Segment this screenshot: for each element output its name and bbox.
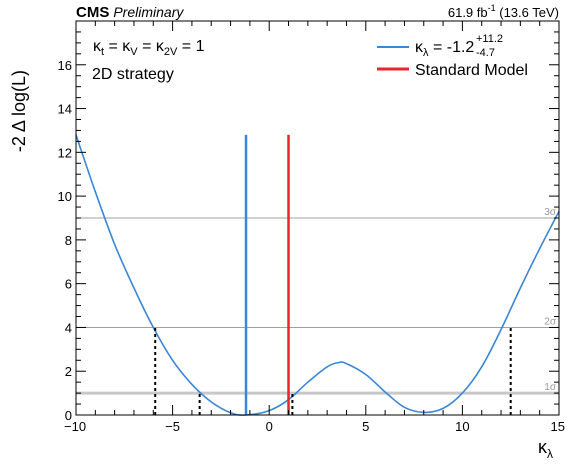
x-tick-label-10: 10: [455, 419, 469, 434]
coupling-annotation: κt = κV = κ2V = 1: [93, 38, 205, 58]
legend: κλ = -1.2 +11.2 -4.7 Standard Model: [377, 33, 528, 79]
y-tick-label-8: 8: [65, 233, 72, 248]
lumi-value: 61.9 fb: [448, 5, 488, 20]
y-tick-label-6: 6: [65, 277, 72, 292]
coupling-eq-3: = 1: [177, 38, 204, 55]
x-axis-title: κλ: [538, 437, 553, 461]
plot-area: 1σ 2σ 3σ −10 −5 0 5 10 15 0 2 4 6 8 10 12 14 16: [58, 20, 565, 434]
strategy-annotation: 2D strategy: [92, 66, 174, 83]
legend-fit-kappa: κ: [415, 39, 424, 56]
y-tick-label-0: 0: [65, 408, 72, 423]
y-tick-label-14: 14: [58, 102, 72, 117]
y-tick-label-2: 2: [65, 364, 72, 379]
coupling-eq-2: =: [138, 38, 156, 55]
x-tick-label-15: 15: [551, 419, 565, 434]
y-tick-label-4: 4: [65, 320, 72, 335]
y-axis-title: -2 Δ log(L): [9, 70, 29, 152]
sigma-label-1: 1σ: [544, 382, 557, 393]
legend-fit-value: = -1.2: [429, 39, 475, 56]
x-tick-label-0: 0: [266, 419, 273, 434]
sigma-label-4: 2σ: [544, 316, 557, 327]
likelihood-curve: [75, 134, 560, 416]
y-tick-label-10: 10: [58, 189, 72, 204]
sigma-label-9: 3σ: [544, 207, 557, 218]
legend-fit-down-error: -4.7: [476, 47, 495, 59]
coupling-sub-2v: 2V: [164, 46, 178, 58]
coupling-kappa-2v: κ: [156, 38, 165, 55]
coupling-sub-v: V: [130, 46, 138, 58]
x-tick-label--10: −10: [64, 419, 86, 434]
plot-frame: [75, 20, 560, 416]
legend-sm-label: Standard Model: [415, 62, 528, 79]
x-axis-kappa: κ: [538, 437, 548, 457]
lumi-energy: (13.6 TeV): [496, 5, 559, 20]
lumi-exponent: -1: [488, 3, 496, 13]
x-tick-label-5: 5: [362, 419, 369, 434]
y-tick-label-12: 12: [58, 145, 72, 160]
coupling-eq-1: =: [104, 38, 122, 55]
experiment-label: CMS Preliminary: [76, 4, 184, 21]
coupling-kappa-t: κ: [93, 38, 102, 55]
status-label: Preliminary: [113, 4, 184, 20]
y-tick-label-16: 16: [58, 58, 72, 73]
legend-fit-sub: λ: [423, 47, 429, 59]
x-axis-sub: λ: [547, 447, 553, 461]
legend-fit-up-error: +11.2: [476, 33, 503, 45]
coupling-kappa-v: κ: [122, 38, 131, 55]
experiment-name: CMS: [76, 4, 109, 21]
lumi-label: 61.9 fb-1 (13.6 TeV): [448, 3, 559, 20]
x-tick-label--5: −5: [165, 419, 180, 434]
legend-fit-label: κλ = -1.2: [415, 39, 474, 59]
coupling-sub-t: t: [101, 46, 104, 58]
